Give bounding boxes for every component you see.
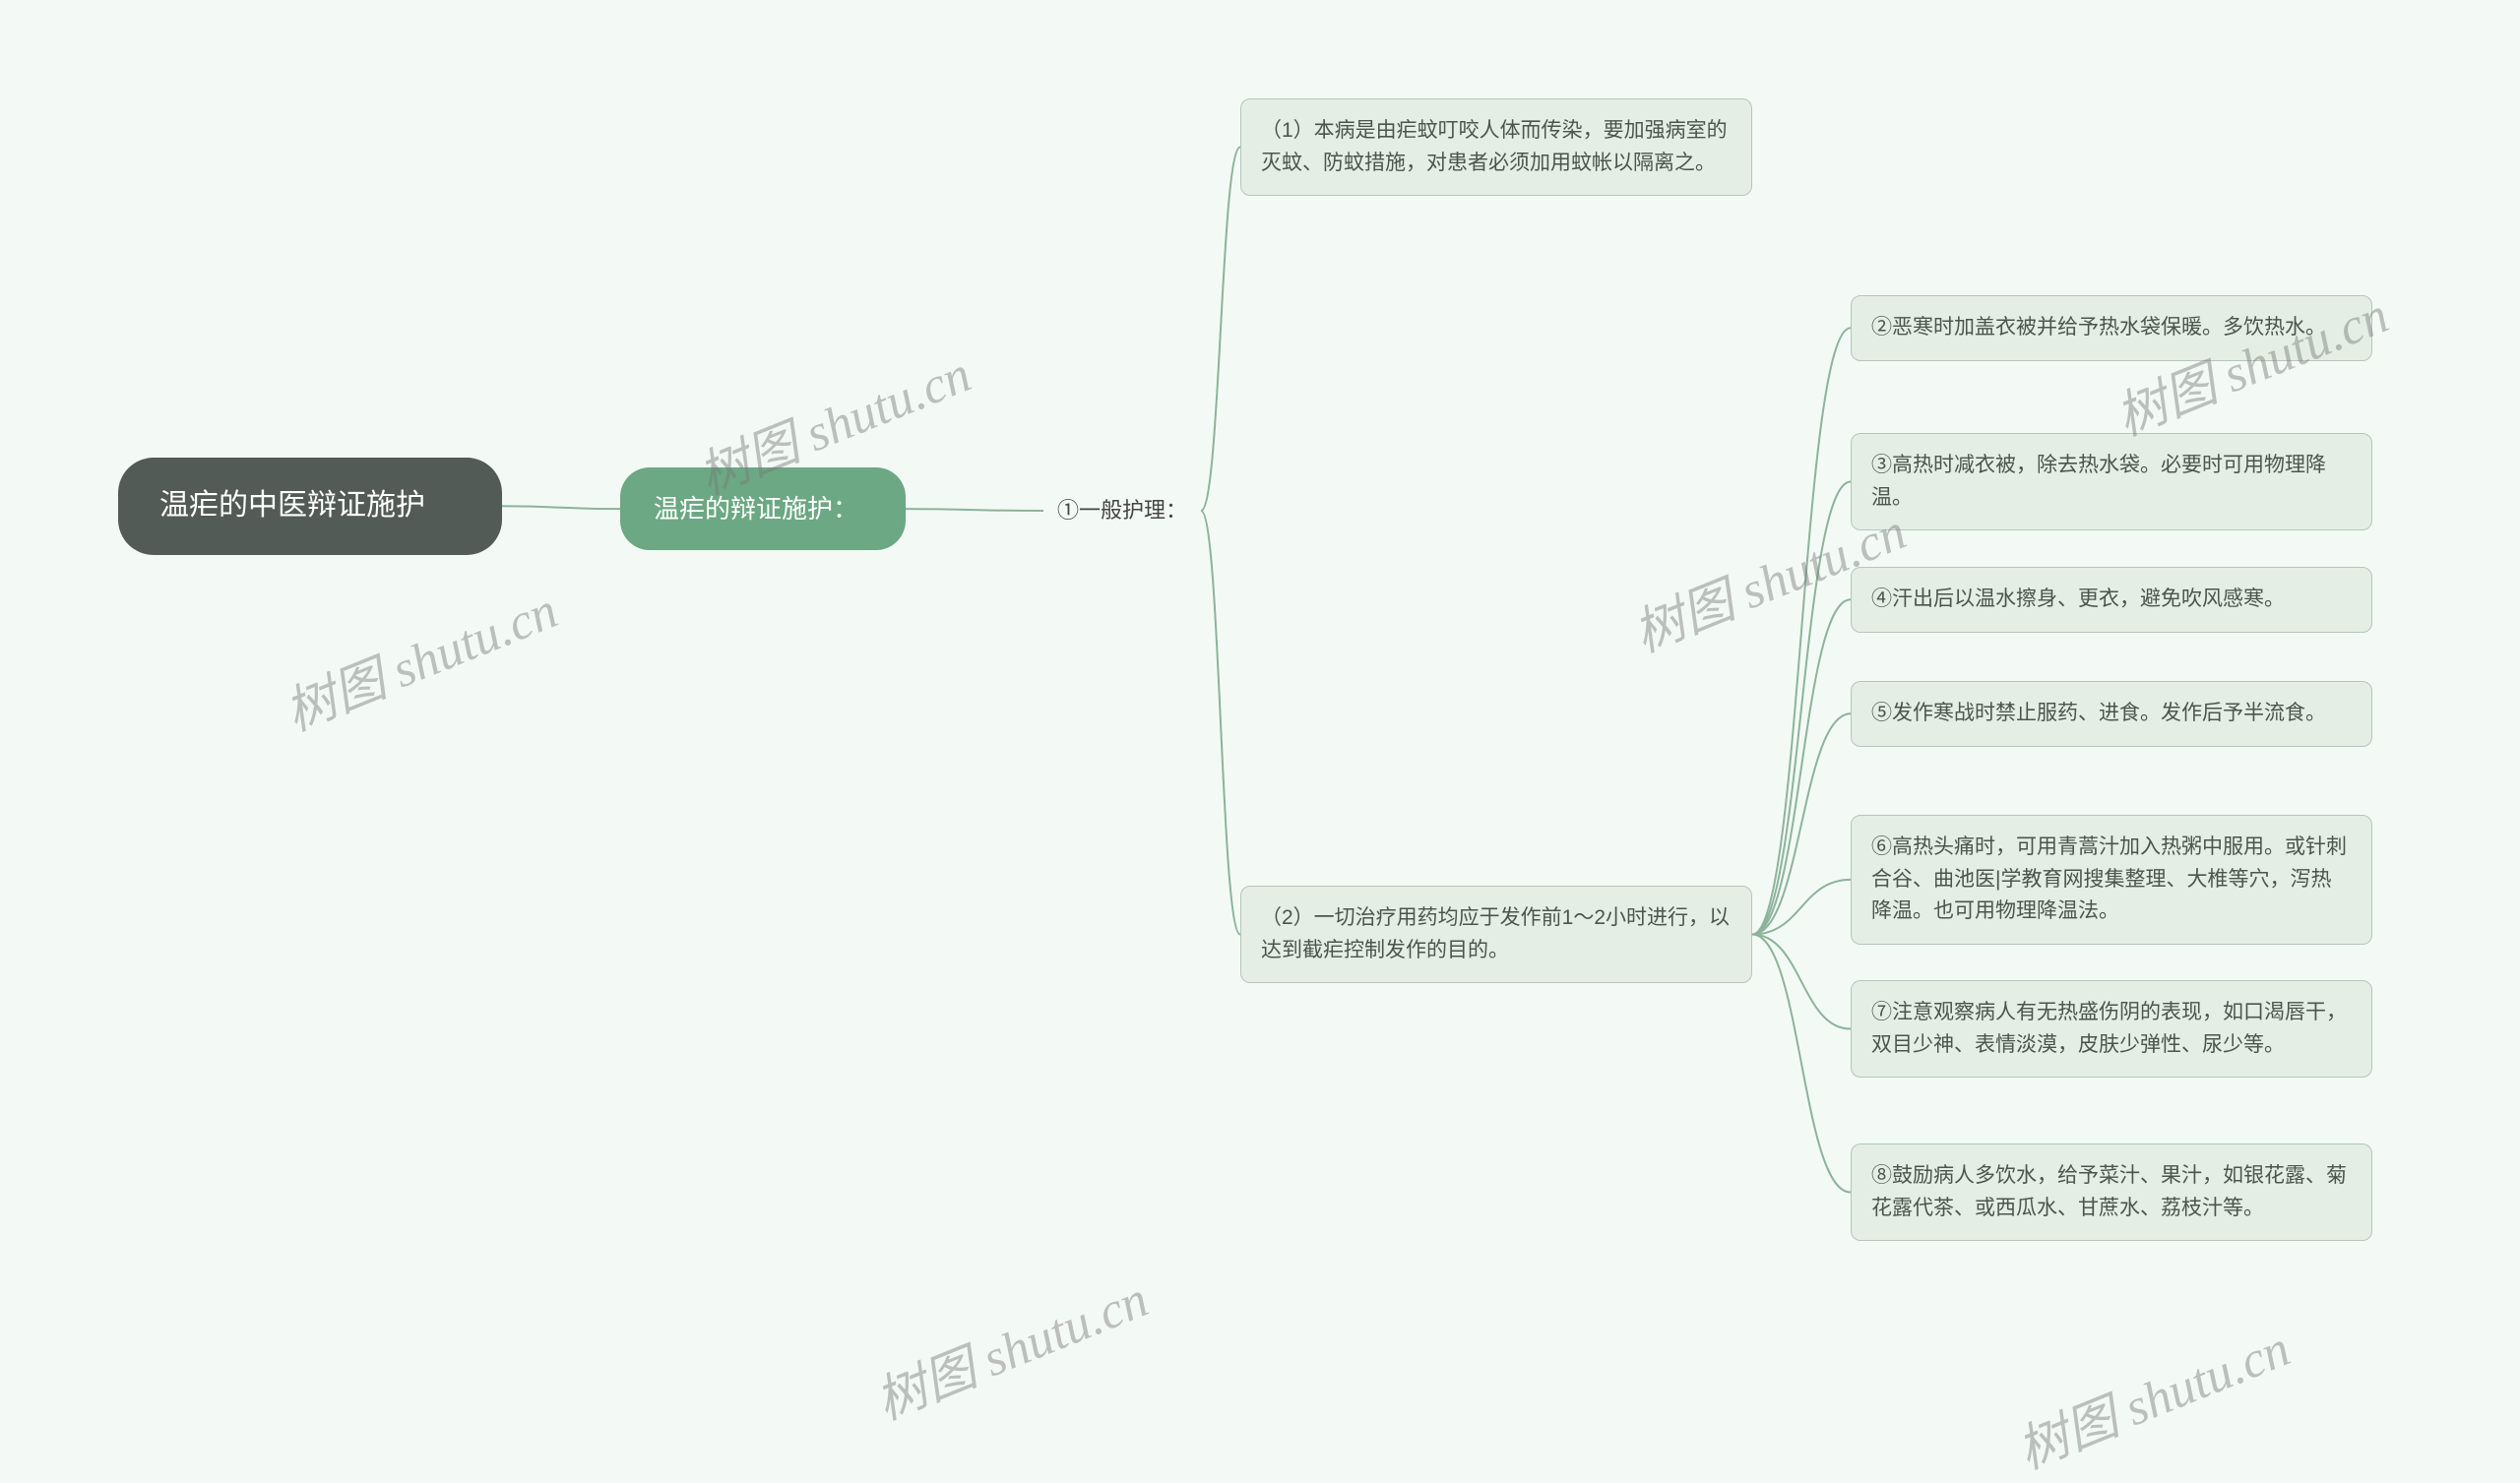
node-label: 温疟的中医辩证施护	[159, 489, 425, 522]
node-label: 温疟的辩证施护：	[654, 494, 858, 524]
watermark: 树图 shutu.cn	[273, 569, 567, 745]
node-label: ②恶寒时加盖衣被并给予热水袋保暖。多饮热水。	[1871, 316, 2326, 339]
node-b1[interactable]: （1）本病是由疟蚊叮咬人体而传染，要加强病室的灭蚊、防蚊措施，对患者必须加用蚊帐…	[1240, 98, 1752, 196]
node-c6[interactable]: ⑥高热头痛时，可用青蒿汁加入热粥中服用。或针刺合谷、曲池医|学教育网搜集整理、大…	[1851, 815, 2372, 945]
edge-b2-c3	[1752, 482, 1851, 935]
node-c8[interactable]: ⑧鼓励病人多饮水，给予菜汁、果汁，如银花露、菊花露代茶、或西瓜水、甘蔗水、荔枝汁…	[1851, 1143, 2372, 1241]
node-label: ①一般护理：	[1057, 498, 1187, 523]
node-label: （2）一切治疗用药均应于发作前1～2小时进行，以达到截疟控制发作的目的。	[1261, 906, 1730, 961]
edge-l1-l2	[906, 509, 1043, 511]
edge-b2-c4	[1752, 599, 1851, 934]
edge-b2-c5	[1752, 713, 1851, 934]
edge-b2-c8	[1752, 935, 1851, 1193]
edge-l2-b1	[1201, 148, 1240, 512]
node-b2[interactable]: （2）一切治疗用药均应于发作前1～2小时进行，以达到截疟控制发作的目的。	[1240, 886, 1752, 983]
node-label: （1）本病是由疟蚊叮咬人体而传染，要加强病室的灭蚊、防蚊措施，对患者必须加用蚊帐…	[1261, 119, 1728, 174]
edge-b2-c6	[1752, 880, 1851, 935]
node-label: ③高热时减衣被，除去热水袋。必要时可用物理降温。	[1871, 454, 2326, 509]
mindmap-canvas: 温疟的中医辩证施护 温疟的辩证施护： ①一般护理： （1）本病是由疟蚊叮咬人体而传染，…	[0, 0, 2520, 1444]
node-label: ⑤发作寒战时禁止服药、进食。发作后予半流食。	[1871, 702, 2326, 724]
edge-l2-b2	[1201, 511, 1240, 935]
edge-root-l1	[502, 506, 620, 509]
watermark: 树图 shutu.cn	[2005, 1307, 2300, 1483]
node-l1[interactable]: 温疟的辩证施护：	[620, 467, 906, 550]
node-c5[interactable]: ⑤发作寒战时禁止服药、进食。发作后予半流食。	[1851, 681, 2372, 747]
node-l2[interactable]: ①一般护理：	[1043, 484, 1201, 537]
node-label: ⑧鼓励病人多饮水，给予菜汁、果汁，如银花露、菊花露代茶、或西瓜水、甘蔗水、荔枝汁…	[1871, 1164, 2347, 1219]
node-c2[interactable]: ②恶寒时加盖衣被并给予热水袋保暖。多饮热水。	[1851, 295, 2372, 361]
node-label: ⑦注意观察病人有无热盛伤阴的表现，如口渴唇干，双目少神、表情淡漠，皮肤少弹性、尿…	[1871, 1001, 2347, 1056]
edge-b2-c7	[1752, 935, 1851, 1029]
node-label: ④汗出后以温水擦身、更衣，避免吹风感寒。	[1871, 587, 2285, 610]
watermark: 树图 shutu.cn	[863, 1258, 1158, 1434]
node-root[interactable]: 温疟的中医辩证施护	[118, 458, 502, 555]
node-label: ⑥高热头痛时，可用青蒿汁加入热粥中服用。或针刺合谷、曲池医|学教育网搜集整理、大…	[1871, 835, 2347, 922]
node-c3[interactable]: ③高热时减衣被，除去热水袋。必要时可用物理降温。	[1851, 433, 2372, 530]
node-c4[interactable]: ④汗出后以温水擦身、更衣，避免吹风感寒。	[1851, 567, 2372, 633]
node-c7[interactable]: ⑦注意观察病人有无热盛伤阴的表现，如口渴唇干，双目少神、表情淡漠，皮肤少弹性、尿…	[1851, 980, 2372, 1078]
edge-b2-c2	[1752, 328, 1851, 934]
